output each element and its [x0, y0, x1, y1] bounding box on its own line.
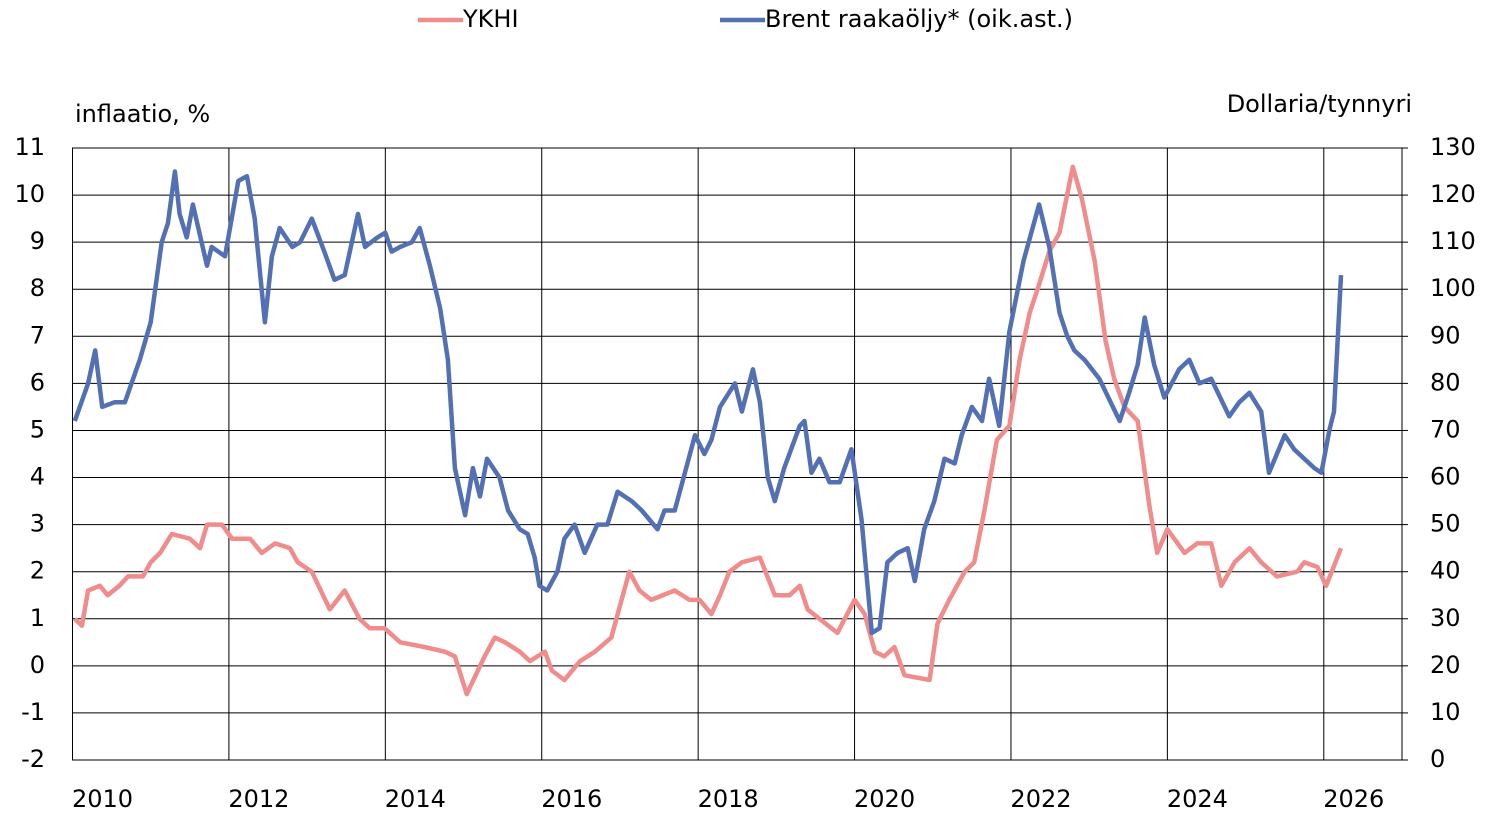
x-tick-label: 2016	[541, 785, 602, 813]
y-tick-label: 11	[14, 133, 45, 161]
x-tick-label: 2018	[698, 785, 759, 813]
y2-tick-label: 130	[1430, 133, 1476, 161]
y2-tick-label: 70	[1430, 415, 1461, 443]
x-tick-label: 2024	[1167, 785, 1228, 813]
y2-tick-label: 80	[1430, 368, 1461, 396]
x-tick-label: 2010	[72, 785, 133, 813]
y-tick-label: 7	[30, 321, 45, 349]
y2-tick-label: 0	[1430, 745, 1445, 773]
y-tick-label: 2	[30, 557, 45, 585]
y-axis-label: inflaatio, %	[75, 100, 210, 128]
y2-tick-label: 10	[1430, 698, 1461, 726]
y2-tick-label: 50	[1430, 510, 1461, 538]
y2-tick-label: 110	[1430, 227, 1476, 255]
y-tick-label: 6	[30, 368, 45, 396]
legend-label: Brent raakaöljy* (oik.ast.)	[765, 5, 1073, 33]
y-tick-label: 1	[30, 604, 45, 632]
y2-tick-label: 60	[1430, 463, 1461, 491]
y-tick-label: 8	[30, 274, 45, 302]
x-tick-label: 2026	[1323, 785, 1384, 813]
y-tick-label: 3	[30, 510, 45, 538]
data-line	[72, 169, 1344, 636]
x-tick-label: 2020	[854, 785, 915, 813]
y2-tick-label: 90	[1430, 321, 1461, 349]
y2-tick-label: 40	[1430, 557, 1461, 585]
y-tick-label: -2	[21, 745, 45, 773]
data-line	[73, 164, 1344, 697]
legend-label: YKHI	[462, 5, 519, 33]
x-tick-label: 2014	[385, 785, 446, 813]
y2-tick-label: 20	[1430, 651, 1461, 679]
plot-frame	[72, 147, 1403, 761]
y2-tick-label: 120	[1430, 180, 1476, 208]
y-tick-label: 5	[30, 415, 45, 443]
x-tick-label: 2022	[1010, 785, 1071, 813]
y2-tick-label: 100	[1430, 274, 1476, 302]
y2-axis-label: Dollaria/tynnyri	[1227, 90, 1412, 118]
y-tick-label: 10	[14, 180, 45, 208]
x-tick-label: 2012	[228, 785, 289, 813]
y-tick-label: 9	[30, 227, 45, 255]
y-tick-label: -1	[21, 698, 45, 726]
y-tick-label: 0	[30, 651, 45, 679]
y-tick-label: 4	[30, 463, 45, 491]
y2-tick-label: 30	[1430, 604, 1461, 632]
